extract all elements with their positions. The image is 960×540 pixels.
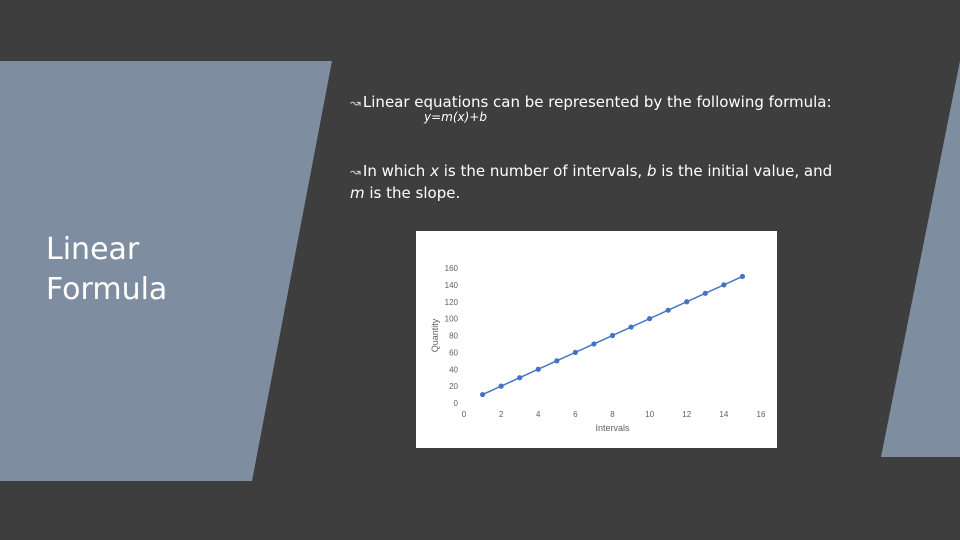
bullet-1-text: Linear equations can be represented by t… — [362, 93, 832, 111]
bullet-formula-intro: ↝ Linear equations can be represented by … — [350, 92, 850, 124]
y-tick-label: 100 — [445, 315, 459, 324]
bullet-2-text-1: In which — [362, 162, 431, 180]
data-point — [665, 307, 671, 313]
variable-m: m — [350, 184, 365, 202]
variable-b: b — [646, 162, 657, 180]
x-tick-label: 14 — [719, 410, 728, 419]
y-axis-label: Quantity — [430, 318, 440, 352]
y-tick-label: 120 — [445, 298, 459, 307]
x-tick-label: 6 — [573, 410, 578, 419]
chart-svg: 0 20 40 60 80 100 120 140 160 0 2 4 6 8 10 12 14 16 Interv… — [430, 264, 766, 433]
data-point — [702, 290, 708, 296]
bullet-arrow-icon: ↝ — [350, 165, 361, 180]
y-tick-label: 60 — [449, 348, 458, 357]
data-point — [684, 299, 690, 305]
x-tick-label: 12 — [682, 410, 691, 419]
formula-text: y=m(x)+b — [424, 110, 487, 124]
x-tick-label: 4 — [536, 410, 541, 419]
y-tick-label: 80 — [449, 332, 458, 341]
data-point — [739, 273, 746, 280]
bullet-2-text-4: is the slope. — [364, 184, 461, 202]
x-axis-label: Intervals — [595, 423, 630, 433]
data-point — [554, 358, 560, 364]
slide-title: Linear Formula — [46, 230, 266, 310]
data-point — [498, 383, 504, 389]
y-tick-label: 160 — [445, 264, 459, 273]
data-point — [591, 341, 597, 347]
x-tick-label: 0 — [462, 410, 467, 419]
y-tick-label: 140 — [445, 281, 459, 290]
data-point — [609, 332, 616, 339]
data-point — [517, 375, 523, 381]
data-point — [647, 316, 653, 322]
bullet-2-text-3: is the initial value, and — [656, 162, 833, 180]
data-point — [572, 349, 578, 355]
title-line-1: Linear — [46, 232, 140, 267]
left-panel-shape — [0, 61, 332, 481]
x-tick-label: 2 — [499, 410, 504, 419]
right-edge-shape — [881, 61, 960, 457]
x-tick-label: 16 — [757, 410, 766, 419]
data-point — [535, 366, 541, 372]
bullet-2-text-2: is the number of intervals, — [438, 162, 647, 180]
title-line-2: Formula — [46, 272, 168, 307]
y-tick-label: 0 — [454, 399, 459, 408]
variable-x: x — [430, 162, 439, 180]
bullet-arrow-icon: ↝ — [350, 96, 361, 111]
data-point — [721, 282, 727, 288]
x-tick-label: 8 — [610, 410, 615, 419]
data-point — [628, 324, 634, 330]
bullet-variable-explanation: ↝ In which x is the number of intervals, … — [350, 161, 850, 203]
y-tick-label: 40 — [449, 365, 458, 374]
y-tick-label: 20 — [449, 382, 458, 391]
data-point — [479, 391, 486, 398]
line-chart: 0 20 40 60 80 100 120 140 160 0 2 4 6 8 10 12 14 16 Interv… — [416, 231, 777, 448]
x-tick-label: 10 — [645, 410, 654, 419]
